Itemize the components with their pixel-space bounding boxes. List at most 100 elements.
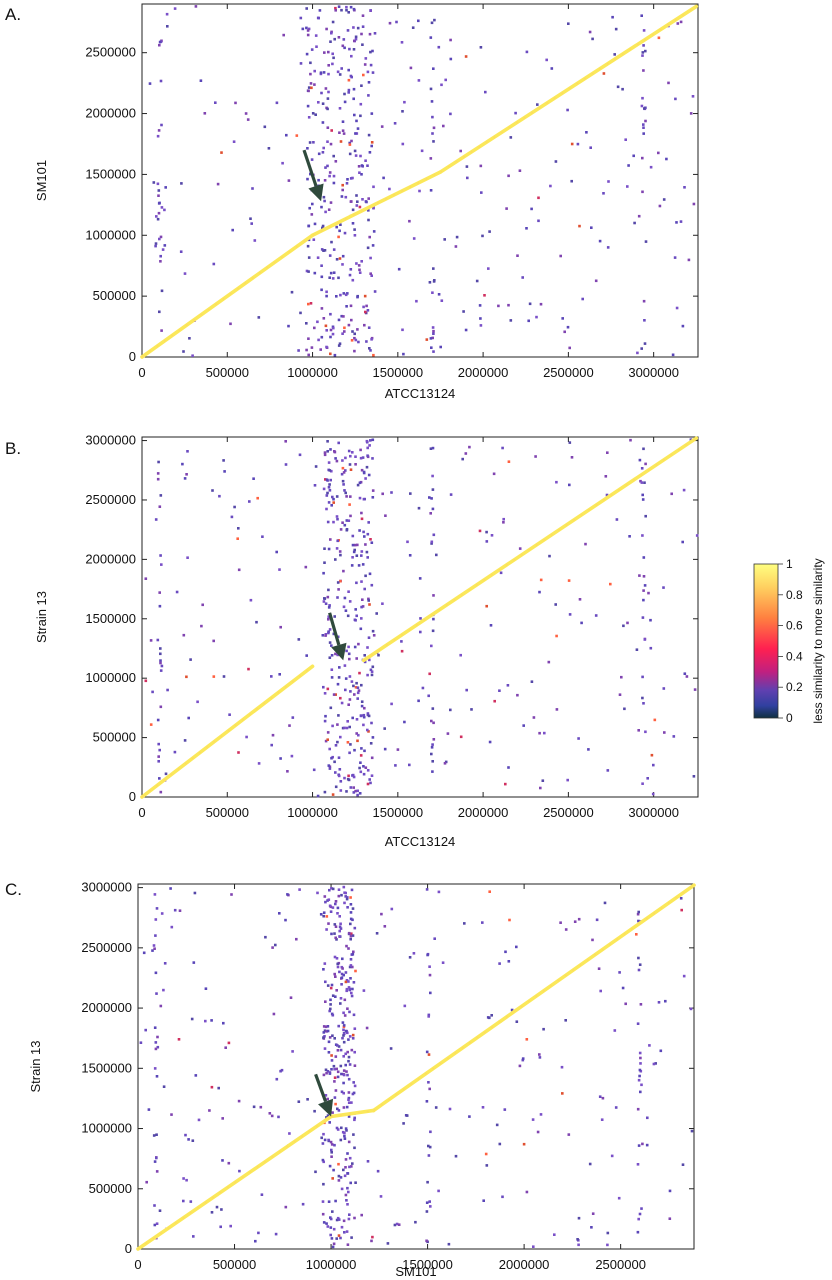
- scatter-point: [691, 95, 695, 98]
- scatter-point: [334, 693, 337, 696]
- scatter-point: [333, 932, 336, 935]
- scatter-point: [636, 1163, 640, 1166]
- scatter-point: [353, 228, 356, 231]
- scatter-point: [383, 925, 387, 928]
- panel-letter-c: C.: [5, 880, 22, 899]
- scatter-point: [427, 1013, 431, 1017]
- scatter-point: [275, 550, 278, 554]
- x-tick-label: 2500000: [543, 805, 594, 820]
- scatter-point: [278, 568, 281, 571]
- scatter-point: [432, 350, 435, 353]
- scatter-point: [335, 225, 338, 229]
- scatter-point: [547, 660, 551, 664]
- scatter-point: [329, 335, 332, 339]
- scatter-point: [343, 891, 346, 894]
- scatter-point: [330, 504, 333, 507]
- scatter-point: [277, 1115, 280, 1119]
- scatter-point: [431, 132, 434, 135]
- arrow-shaft: [302, 149, 318, 187]
- scatter-point: [330, 756, 333, 760]
- scatter-point: [335, 957, 339, 960]
- scatter-point: [332, 56, 335, 60]
- scatter-point: [363, 660, 367, 664]
- scatter-point: [362, 723, 365, 727]
- scatter-point: [654, 1062, 657, 1065]
- y-tick-label: 1000000: [85, 227, 136, 242]
- scatter-point: [144, 679, 148, 683]
- scatter-point: [227, 1161, 231, 1165]
- scatter-point: [352, 7, 356, 11]
- scatter-point: [327, 90, 330, 94]
- scatter-point: [326, 1114, 330, 1117]
- scatter-point: [350, 932, 353, 935]
- scatter-point: [621, 87, 624, 91]
- scatter-point: [201, 603, 204, 607]
- scatter-point: [643, 481, 646, 484]
- alignment-segment-detail: [363, 437, 697, 661]
- scatter-point: [444, 760, 448, 764]
- scatter-point: [356, 739, 359, 743]
- scatter-point: [315, 45, 318, 48]
- scatter-point: [652, 763, 655, 767]
- scatter-point: [345, 989, 348, 993]
- scatter-point: [640, 1083, 643, 1087]
- scatter-point: [322, 911, 326, 914]
- scatter-point: [366, 164, 369, 167]
- scatter-point: [339, 528, 343, 531]
- scatter-point: [339, 140, 343, 143]
- scatter-point: [415, 299, 418, 303]
- scatter-point: [152, 1134, 156, 1137]
- scatter-point: [326, 1097, 329, 1101]
- scatter-point: [224, 1046, 227, 1049]
- scatter-point: [327, 1051, 331, 1054]
- scatter-point: [325, 478, 329, 481]
- scatter-point: [672, 735, 676, 738]
- scatter-point: [409, 66, 413, 70]
- scatter-point: [212, 262, 216, 266]
- scatter-point: [328, 1164, 332, 1168]
- scatter-point: [431, 336, 434, 340]
- scatter-point: [606, 1231, 610, 1235]
- scatter-point: [430, 719, 433, 723]
- scatter-point: [363, 535, 366, 538]
- scatter-point: [194, 1074, 198, 1077]
- scatter-point: [160, 664, 164, 668]
- scatter-point: [340, 195, 344, 198]
- scatter-point: [327, 64, 330, 67]
- scatter-point: [440, 83, 443, 87]
- scatter-point: [321, 634, 325, 637]
- scatter-point: [333, 450, 337, 454]
- scatter-point: [537, 196, 540, 200]
- scatter-point: [181, 462, 184, 466]
- scatter-point: [641, 51, 645, 54]
- scatter-point: [682, 488, 686, 492]
- scatter-point: [347, 1140, 351, 1144]
- scatter-point: [323, 249, 327, 252]
- scatter-point: [347, 449, 351, 453]
- scatter-point: [352, 981, 356, 984]
- scatter-point: [360, 580, 363, 583]
- scatter-point: [639, 479, 642, 483]
- scatter-point: [401, 328, 404, 332]
- scatter-point: [408, 956, 412, 959]
- scatter-point: [483, 294, 486, 297]
- scatter-point: [336, 1070, 340, 1074]
- scatter-point: [337, 1218, 341, 1221]
- scatter-point: [426, 1180, 429, 1184]
- scatter-point: [539, 786, 542, 790]
- scatter-point: [326, 731, 330, 734]
- scatter-point: [637, 919, 640, 923]
- scatter-point: [352, 786, 355, 789]
- scatter-point: [346, 720, 349, 723]
- scatter-point: [369, 256, 372, 260]
- scatter-point: [644, 49, 647, 53]
- scatter-point: [412, 952, 416, 955]
- scatter-point: [539, 578, 543, 582]
- scatter-point: [360, 468, 364, 472]
- scatter-point: [333, 615, 336, 618]
- scatter-point: [368, 347, 371, 350]
- scatter-point: [662, 687, 666, 690]
- scatter-point: [342, 1219, 346, 1223]
- scatter-point: [309, 172, 312, 176]
- scatter-point: [326, 140, 329, 143]
